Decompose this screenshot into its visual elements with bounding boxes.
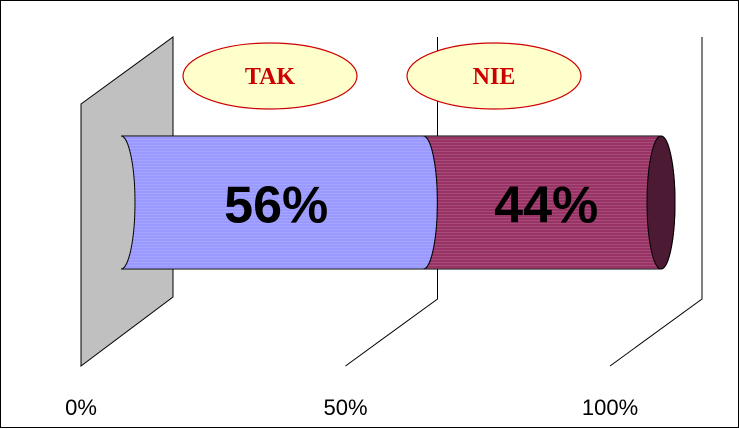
x-tick-label: 100% (582, 395, 638, 420)
legend-badge (406, 42, 582, 110)
gridline (609, 37, 703, 367)
legend-label: NIE (473, 64, 516, 90)
x-tick-label: 50% (323, 395, 367, 420)
gridlines (345, 37, 703, 367)
bar-texture (121, 136, 438, 269)
legend-label: TAK (245, 64, 296, 90)
legend: TAK NIE (182, 42, 582, 110)
data-labels: 56% 44% (224, 177, 598, 235)
chart-side-wall (80, 36, 174, 367)
gridline (345, 37, 438, 367)
legend-item: NIE (406, 42, 582, 110)
legend-badge (182, 42, 358, 110)
bars (120, 135, 676, 270)
x-tick-label: 0% (65, 395, 97, 420)
legend-item: TAK (182, 42, 358, 110)
bar-texture (423, 136, 675, 269)
bar-segment (423, 135, 676, 270)
data-label: 44% (494, 177, 598, 235)
data-label: 56% (224, 177, 328, 235)
bar-end-cap (646, 135, 676, 270)
bar-segment (120, 135, 438, 270)
x-axis-ticks: 0% 50% 100% (65, 395, 638, 420)
